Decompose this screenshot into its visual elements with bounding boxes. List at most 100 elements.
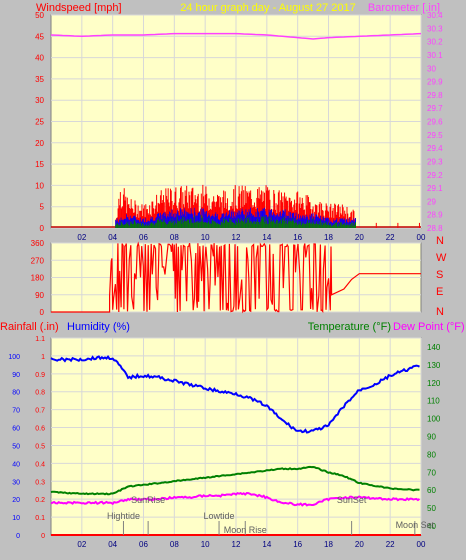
barometer-tick-label: 29.4 [427, 144, 443, 153]
rainfall-tick-label: 0.1 [35, 515, 45, 522]
humidity-tick-label: 30 [12, 479, 20, 486]
x-tick-label: 20 [355, 540, 364, 549]
x-tick-label: 16 [293, 540, 302, 549]
temperature-y-ticks: 40 50 60 70 80 90 100 110 120 130 140 [427, 343, 441, 531]
humidity-tick-label: 40 [12, 461, 20, 468]
x-tick-label: 04 [108, 233, 117, 242]
graph-title: 24 hour graph day - August 27 2017 [180, 2, 356, 14]
temperature-tick-label: 140 [427, 343, 441, 352]
direction-tick-label: 90 [35, 291, 44, 300]
event-label: Lowtide [204, 511, 235, 521]
barometer-series-line [50, 32, 422, 40]
humidity-tick-label: 100 [8, 354, 20, 361]
compass-label: N [436, 235, 444, 247]
x-tick-label: 04 [108, 540, 117, 549]
event-label: Moon Set [396, 520, 435, 530]
rainfall-tick-label: 0.9 [35, 372, 45, 379]
barometer-tick-label: 29.7 [427, 104, 443, 113]
humidity-axis-title: Humidity (%) [67, 321, 130, 333]
rainfall-tick-label: 0 [41, 533, 45, 540]
rainfall-tick-label: 1 [41, 354, 45, 361]
direction-tick-label: 270 [31, 256, 45, 265]
x-tick-label: 22 [386, 540, 395, 549]
dewpoint-series-line [50, 491, 421, 507]
rainfall-tick-label: 0.6 [35, 426, 45, 433]
x-tick-label: 10 [201, 540, 210, 549]
humidity-tick-label: 90 [12, 372, 20, 379]
x-tick-label: 14 [262, 233, 271, 242]
x-tick-label: 14 [262, 540, 271, 549]
windspeed-tick-label: 30 [35, 96, 44, 105]
barometer-tick-label: 30.1 [427, 51, 443, 60]
temperature-tick-label: 90 [427, 433, 436, 442]
direction-tick-label: 360 [31, 239, 45, 248]
humidity-tick-label: 0 [16, 533, 20, 540]
rainfall-y-ticks: 0 0.1 0.2 0.3 0.4 0.5 0.6 0.7 0.8 0.9 1 1.1 [35, 336, 45, 540]
rainfall-axis-title: Rainfall (.in) [0, 321, 59, 333]
rainfall-tick-label: 0.8 [35, 390, 45, 397]
x-tick-label: 02 [77, 540, 86, 549]
windspeed-tick-label: 25 [35, 118, 44, 127]
temperature-tick-label: 70 [427, 468, 436, 477]
compass-label: N [436, 306, 444, 318]
windspeed-tick-label: 35 [35, 75, 44, 84]
temperature-series-line [50, 465, 420, 496]
x-tick-label: 22 [386, 233, 395, 242]
temperature-tick-label: 60 [427, 486, 436, 495]
windspeed-tick-label: 15 [35, 160, 44, 169]
windspeed-axis-title: Windspeed [mph] [36, 2, 122, 14]
windspeed-tick-label: 0 [40, 224, 45, 233]
barometer-axis-title: Barometer [.in] [368, 2, 440, 14]
x-tick-label: 00 [417, 233, 426, 242]
humidity-x-ticks: 02 04 06 08 10 12 14 16 18 20 22 00 [77, 540, 426, 549]
event-label: Moon Rise [224, 525, 267, 535]
x-tick-label: 16 [293, 233, 302, 242]
windspeed-tick-label: 40 [35, 54, 44, 63]
humidity-tick-label: 70 [12, 408, 20, 415]
windspeed-gridlines [51, 14, 422, 229]
barometer-tick-label: 29.8 [427, 91, 443, 100]
barometer-tick-label: 30.2 [427, 38, 443, 47]
direction-tick-label: 180 [31, 274, 45, 283]
barometer-tick-label: 29.6 [427, 118, 443, 127]
rainfall-tick-label: 1.1 [35, 336, 45, 343]
x-tick-label: 00 [417, 540, 426, 549]
temperature-tick-label: 130 [427, 361, 441, 370]
humidity-tick-label: 50 [12, 443, 20, 450]
x-tick-label: 08 [170, 540, 179, 549]
x-tick-label: 06 [139, 233, 148, 242]
rainfall-tick-label: 0.4 [35, 461, 45, 468]
barometer-tick-label: 30.3 [427, 24, 443, 33]
humidity-series-line [50, 355, 420, 434]
x-tick-label: 18 [324, 233, 333, 242]
direction-tick-label: 0 [40, 308, 45, 317]
windspeed-x-ticks: 02 04 06 08 10 12 14 16 18 20 22 00 [77, 233, 426, 242]
temperature-tick-label: 50 [427, 504, 436, 513]
barometer-tick-label: 30 [427, 64, 436, 73]
temperature-tick-label: 120 [427, 379, 441, 388]
compass-label: E [436, 286, 443, 298]
x-tick-label: 06 [139, 540, 148, 549]
humidity-tick-label: 20 [12, 497, 20, 504]
temperature-tick-label: 100 [427, 415, 441, 424]
windspeed-tick-label: 50 [35, 11, 44, 20]
x-tick-label: 08 [170, 233, 179, 242]
windspeed-tick-label: 20 [35, 139, 44, 148]
barometer-y-ticks: 28.8 28.9 29 29.1 29.2 29.3 29.4 29.5 29.6 29.7 29… [427, 11, 443, 233]
barometer-tick-label: 29.2 [427, 171, 443, 180]
windspeed-bars [51, 184, 421, 228]
barometer-tick-label: 29.3 [427, 157, 443, 166]
humidity-y-ticks: 0 10 20 30 40 50 60 70 80 90 100 [8, 354, 20, 540]
event-label: SunRise [131, 495, 165, 505]
windspeed-y-ticks: 0 5 10 15 20 25 30 35 40 45 50 [35, 11, 44, 233]
rainfall-tick-label: 0.3 [35, 479, 45, 486]
barometer-tick-label: 28.8 [427, 224, 443, 233]
astronomy-events: Hightide SunRise Lowtide Moon Rise SunSet Moo… [107, 495, 435, 535]
wind-direction-y-ticks: 0 90 180 270 360 [31, 239, 45, 317]
temperature-tick-label: 80 [427, 450, 436, 459]
temperature-tick-label: 40 [427, 522, 436, 531]
compass-label: S [436, 269, 443, 281]
wind-direction-series-line [51, 241, 421, 314]
